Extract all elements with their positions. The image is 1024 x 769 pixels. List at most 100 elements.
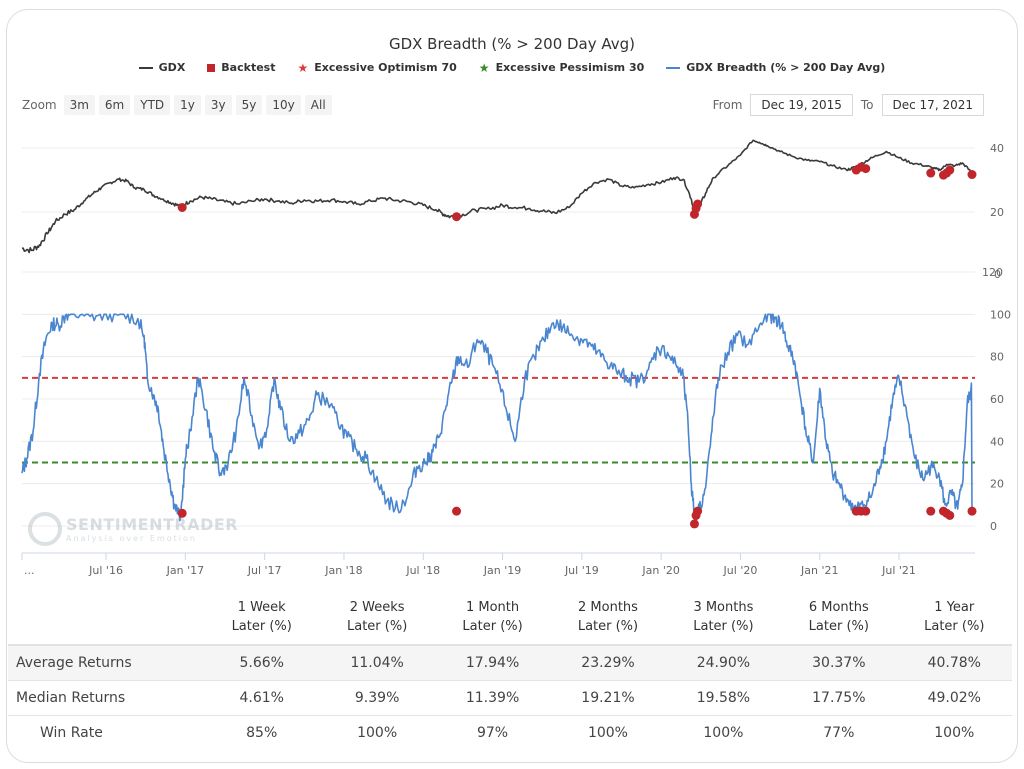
backtest-marker-breadth [861,506,871,516]
backtest-marker-gdx [967,170,977,180]
from-date-input[interactable]: Dec 19, 2015 [750,94,853,116]
x-tick-label: Jul '19 [564,564,599,577]
legend-item-gdx-breadth[interactable]: GDX Breadth (% > 200 Day Avg) [666,61,885,74]
backtest-marker-gdx [177,202,187,212]
table-cell: 85% [246,725,278,741]
to-date-input[interactable]: Dec 17, 2021 [881,94,984,116]
y-tick-label-lower: 40 [990,435,1004,448]
column-header: 3 Months Later (%) [665,592,782,646]
square-swatch-icon [207,63,216,72]
table-cell: 100% [587,725,628,741]
range-button-6m[interactable]: 6m [98,95,131,115]
to-label: To [860,98,874,112]
backtest-marker-breadth [689,519,699,529]
backtest-marker-gdx [693,199,703,209]
range-button-all[interactable]: All [304,95,332,115]
from-label: From [712,98,743,112]
table-header-row: 1 Week Later (%) 2 Weeks Later (%) 1 Month… [8,592,1012,646]
legend: GDX Backtest ★ Excessive Optimism 70 ★ E… [0,61,1024,74]
table-cell: 24.90% [665,645,782,681]
table-cell: 100% [934,725,975,741]
table-cell: 17.94% [434,645,551,681]
table-cell: 30.37% [781,645,897,681]
range-button-ytd[interactable]: YTD [134,95,171,115]
watermark-tagline: Analysis over Emotion [66,534,197,543]
legend-label: GDX [158,61,186,74]
y-tick-label-lower: 120 [982,266,1003,279]
backtest-marker-breadth [967,506,977,516]
legend-item-backtest[interactable]: Backtest [207,61,275,74]
table-cell: 40.78% [896,645,1012,681]
table-cell: 11.39% [434,680,551,716]
table-header-blank [8,592,204,646]
y-tick-label-lower: 20 [990,478,1004,491]
range-button-3y[interactable]: 3y [204,95,232,115]
returns-table: 1 Week Later (%) 2 Weeks Later (%) 1 Month… [8,592,1012,750]
table-cell: 4.61% [204,680,320,716]
legend-label: Excessive Optimism 70 [314,61,457,74]
y-tick-label-upper: 40 [990,142,1004,155]
range-button-10y[interactable]: 10y [266,95,301,115]
row-label: Median Returns [8,680,204,716]
table-row-average-returns: Average Returns 5.66% 11.04% 17.94% 23.2… [8,645,1012,681]
range-button-1y[interactable]: 1y [174,95,201,115]
column-header: 2 Months Later (%) [550,592,666,646]
table-cell: 5.66% [204,645,320,681]
table-cell: 97% [476,725,509,741]
legend-item-excessive-optimism[interactable]: ★ Excessive Optimism 70 [297,61,456,74]
table-cell: 100% [357,725,398,741]
range-selector: Zoom 3m 6m YTD 1y 3y 5y 10y All [22,95,332,115]
table-cell: 77% [823,725,855,741]
table-cell: 19.58% [665,680,782,716]
column-header: 1 Year Later (%) [896,592,1012,646]
y-tick-label-upper: 20 [990,206,1004,219]
backtest-marker-breadth [452,506,462,516]
x-tick-label: Jul '20 [723,564,758,577]
x-tick-label: Jan '20 [641,564,679,577]
y-tick-label-lower: 100 [990,308,1011,321]
legend-label: GDX Breadth (% > 200 Day Avg) [686,61,886,74]
legend-label: Excessive Pessimism 30 [495,61,645,74]
backtest-marker-gdx [945,165,955,175]
chart-title: GDX Breadth (% > 200 Day Avg) [388,35,636,53]
table-cell: 9.39% [319,680,435,716]
zoom-label: Zoom [22,98,57,112]
x-tick-label: ... [24,564,35,577]
table-cell: 17.75% [781,680,897,716]
line-swatch-icon [666,66,681,69]
y-tick-label-lower: 60 [990,393,1004,406]
x-tick-label: Jan '17 [166,564,204,577]
row-label: Average Returns [8,645,204,681]
gdx-series-line [21,139,973,254]
row-label: Win Rate [40,725,103,741]
table-cell: 19.21% [550,680,666,716]
column-header: 1 Month Later (%) [434,592,551,646]
backtest-marker-breadth [177,508,187,518]
backtest-marker-breadth [945,510,955,520]
legend-item-gdx[interactable]: GDX [138,61,186,74]
x-tick-label: Jan '18 [324,564,362,577]
legend-item-excessive-pessimism[interactable]: ★ Excessive Pessimism 30 [479,61,644,74]
x-tick-label: Jul '17 [247,564,282,577]
x-tick-label: Jul '16 [88,564,123,577]
y-tick-label-upper-pane-min: 0 [994,268,1001,281]
watermark-name: SENTIMENTRADER [66,515,239,534]
date-range: From Dec 19, 2015 To Dec 17, 2021 [713,94,984,116]
column-header: 2 Weeks Later (%) [319,592,435,646]
x-tick-label: Jul '18 [405,564,440,577]
backtest-marker-breadth [926,506,936,516]
backtest-marker-breadth [693,506,703,516]
range-button-3m[interactable]: 3m [63,95,95,115]
legend-label: Backtest [221,61,276,74]
star-icon: ★ [297,60,309,75]
table-row-win-rate: Win Rate 85% 100% 97% 100% 100% 77% 100% [8,716,1012,751]
backtest-marker-gdx [926,168,936,178]
table-cell: 11.04% [319,645,435,681]
y-tick-label-lower: 80 [990,351,1004,364]
y-tick-label-lower: 0 [990,520,997,533]
x-tick-label: Jan '19 [483,564,521,577]
column-header: 6 Months Later (%) [781,592,897,646]
range-button-5y[interactable]: 5y [235,95,263,115]
backtest-marker-gdx [861,164,871,174]
